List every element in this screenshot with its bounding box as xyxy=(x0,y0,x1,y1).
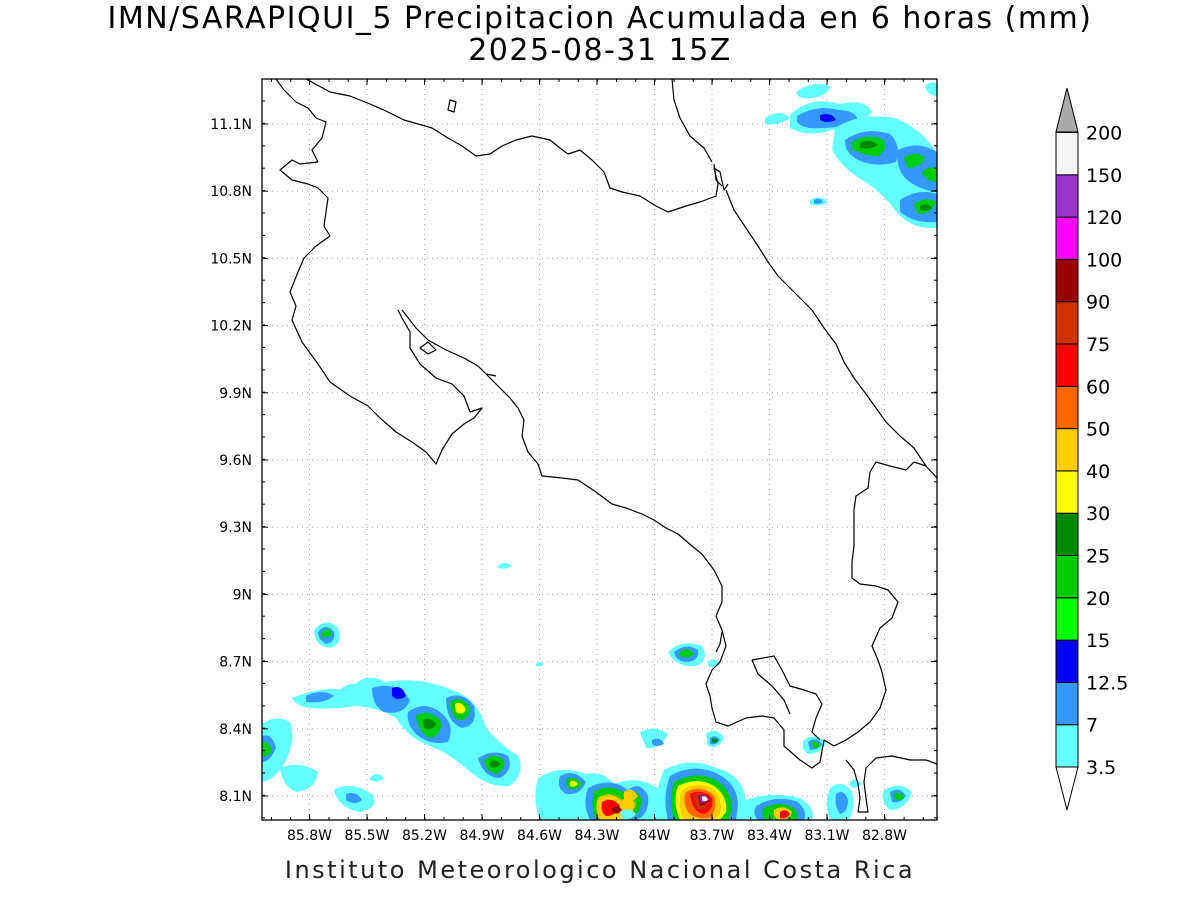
colorbar-label: 20 xyxy=(1086,588,1110,610)
lat-label: 11.1N xyxy=(210,117,252,133)
colorbar-swatch xyxy=(1055,512,1079,557)
map-plot-area: 85.8W 85.5W 85.2W 84.9W 84.6W 84.3W 84W 83.7W 83… xyxy=(210,78,938,844)
lat-label: 10.2N xyxy=(210,319,252,335)
colorbar-swatch xyxy=(1055,597,1079,641)
lat-label: 10.8N xyxy=(210,184,252,200)
colorbar-top-arrow xyxy=(1055,87,1079,133)
colorbar-swatch xyxy=(1055,639,1079,683)
colorbar-label: 15 xyxy=(1086,630,1110,652)
lon-label: 82.8W xyxy=(862,828,907,844)
rain-band-pacific xyxy=(262,677,521,812)
precipitation-field xyxy=(262,82,937,820)
colorbar-label: 150 xyxy=(1086,165,1122,187)
plot-frame xyxy=(261,78,938,821)
colorbar-swatch xyxy=(1055,724,1079,768)
lon-label: 85.8W xyxy=(287,828,332,844)
axis-ticks xyxy=(262,79,937,820)
colorbar-label: 40 xyxy=(1086,461,1110,483)
coastline-borders xyxy=(275,79,937,813)
colorbar-swatch xyxy=(1055,132,1079,176)
rain-cell-south-heavy xyxy=(535,643,912,820)
colorbar-bottom-arrow xyxy=(1055,766,1079,811)
lat-label: 8.4N xyxy=(219,722,252,738)
lat-label: 9.6N xyxy=(219,453,252,469)
colorbar-label: 3.5 xyxy=(1086,757,1116,779)
map-title: IMN/SARAPIQUI_5 Precipitacion Acumulada … xyxy=(107,1,1093,36)
lat-label: 9.3N xyxy=(219,520,252,536)
rain-cell-small xyxy=(340,563,668,782)
colorbar-label: 90 xyxy=(1086,292,1110,314)
rain-cell-caribbean-ne xyxy=(765,82,937,229)
latitude-labels: 11.1N 10.8N 10.5N 10.2N 9.9N 9.6N 9.3N 9N 8.7N 8.… xyxy=(210,117,252,805)
colorbar-swatch xyxy=(1055,555,1079,599)
rain-cell-west xyxy=(314,622,340,648)
longitude-labels: 85.8W 85.5W 85.2W 84.9W 84.6W 84.3W 84W 83.7W 83… xyxy=(287,828,907,844)
colorbar-swatch xyxy=(1055,258,1079,303)
colorbar-swatch xyxy=(1055,343,1079,387)
colorbar-label: 100 xyxy=(1086,249,1122,271)
lon-label: 83.4W xyxy=(747,828,792,844)
colorbar-label: 7 xyxy=(1086,715,1098,737)
colorbar-swatch xyxy=(1055,385,1079,430)
lat-label: 10.5N xyxy=(210,251,252,267)
lat-label: 9N xyxy=(233,587,252,603)
lon-label: 85.2W xyxy=(402,828,447,844)
colorbar-swatch xyxy=(1055,174,1079,218)
map-datetime: 2025-08-31 15Z xyxy=(468,33,732,68)
colorbar-label: 75 xyxy=(1086,334,1110,356)
lon-label: 84W xyxy=(639,828,671,844)
lat-label: 9.9N xyxy=(219,386,252,402)
credit-text: Instituto Meteorologico Nacional Costa R… xyxy=(284,856,916,884)
colorbar-swatch xyxy=(1055,470,1079,514)
color-legend: 3.5 7 12.5 15 20 25 30 40 50 60 75 90 100 120 150 200 xyxy=(1055,87,1128,811)
colorbar-label: 120 xyxy=(1086,207,1122,229)
lat-label: 8.1N xyxy=(219,789,252,805)
colorbar-swatch xyxy=(1055,681,1079,726)
colorbar-swatch xyxy=(1055,428,1079,472)
lon-label: 84.3W xyxy=(574,828,619,844)
lat-label: 8.7N xyxy=(219,655,252,671)
colorbar-label: 25 xyxy=(1086,546,1110,568)
plot-background xyxy=(262,79,937,820)
lon-label: 84.9W xyxy=(459,828,504,844)
colorbar-swatch xyxy=(1055,216,1079,260)
lon-label: 83.7W xyxy=(689,828,734,844)
colorbar-label: 12.5 xyxy=(1086,672,1128,694)
colorbar-label: 30 xyxy=(1086,503,1110,525)
colorbar-label: 200 xyxy=(1086,123,1122,145)
lon-label: 84.6W xyxy=(517,828,562,844)
colorbar-label: 50 xyxy=(1086,419,1110,441)
lon-label: 85.5W xyxy=(344,828,389,844)
graticule xyxy=(262,79,937,820)
colorbar-label: 60 xyxy=(1086,376,1110,398)
lon-label: 83.1W xyxy=(804,828,849,844)
colorbar-swatch xyxy=(1055,301,1079,345)
